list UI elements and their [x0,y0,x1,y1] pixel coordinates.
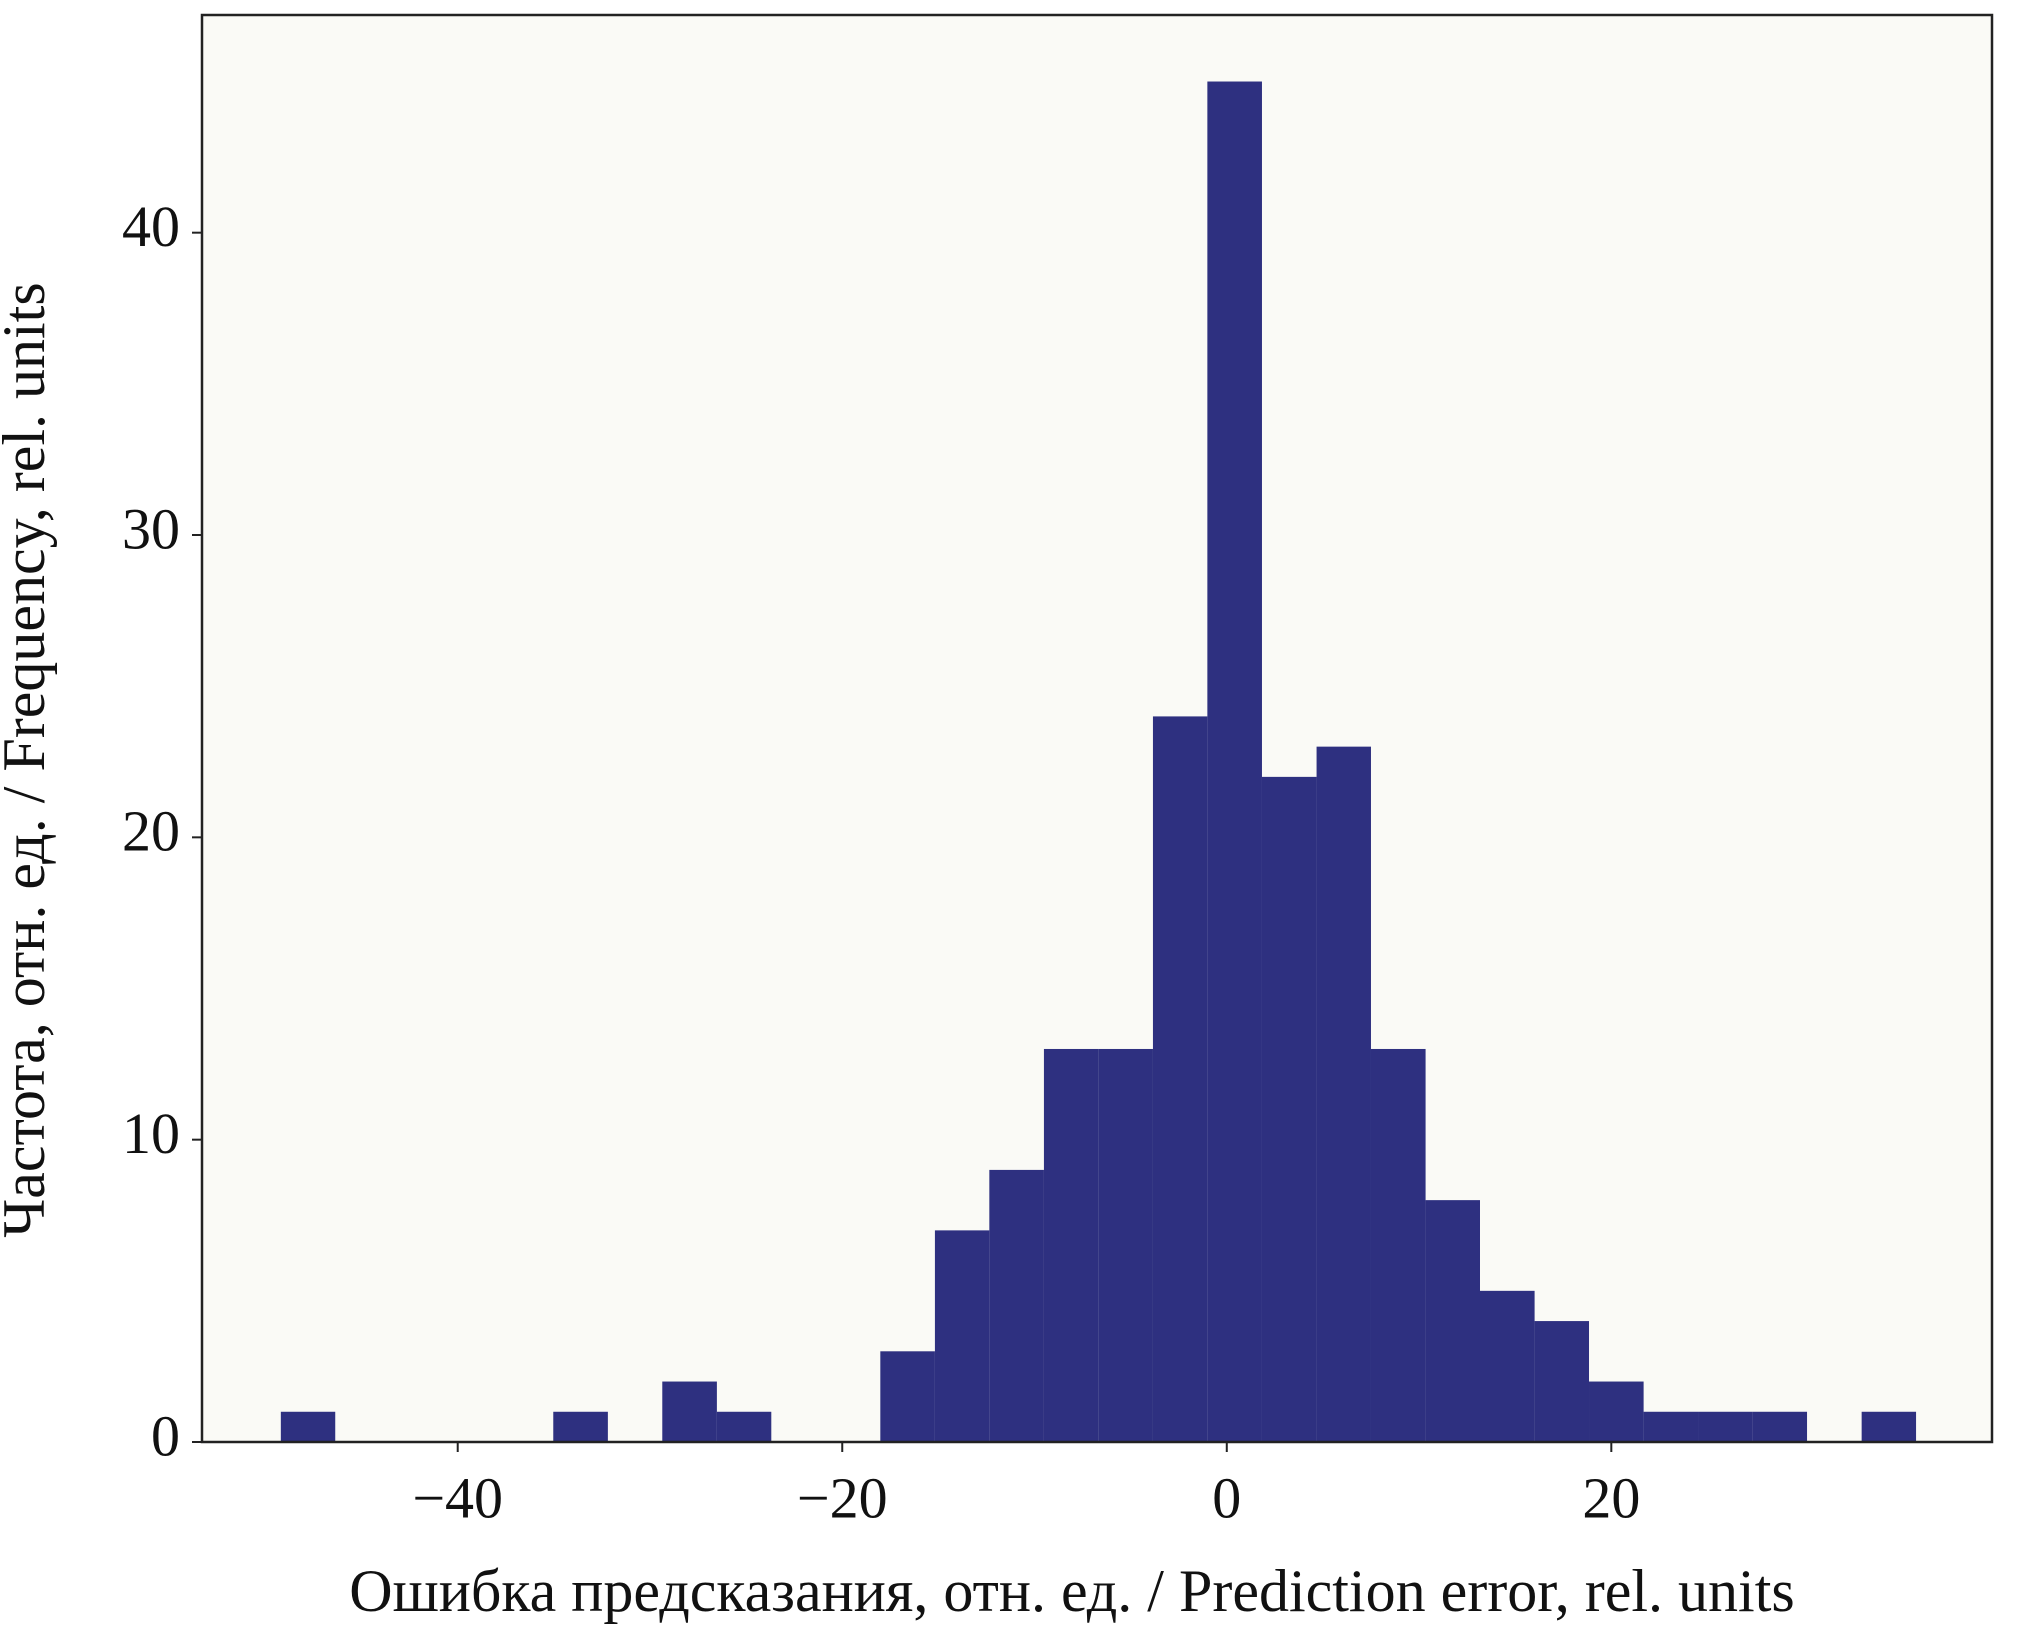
bar [934,1230,990,1442]
x-axis-label: Ошибка предсказания, отн. ед. / Predicti… [349,1558,1795,1624]
bar [1261,776,1317,1442]
bar [1861,1411,1917,1442]
x-tick-label: 20 [1582,1465,1640,1530]
y-tick-label: 20 [122,799,180,864]
y-tick-label: 40 [122,194,180,259]
bar [1152,716,1208,1442]
bar [716,1411,772,1442]
bar [280,1411,336,1442]
bar [1534,1321,1590,1442]
bar [1752,1411,1808,1442]
bar [1316,746,1371,1442]
bar [880,1351,935,1442]
y-tick-label: 30 [122,496,180,561]
bar [989,1169,1044,1442]
bar [1098,1048,1153,1442]
y-tick-label: 10 [122,1101,180,1166]
x-tick-label: 0 [1212,1465,1241,1530]
x-tick-label: −40 [412,1465,503,1530]
bar [1643,1411,1699,1442]
bar [1479,1290,1535,1442]
y-tick-label: 0 [151,1403,180,1468]
bar [1370,1048,1426,1442]
plot-frame [200,13,1994,1444]
bar [553,1411,608,1442]
x-tick-label: −20 [797,1465,888,1530]
bar [1698,1411,1753,1442]
y-axis-label: Частота, отн. ед. / Frequency, rel. unit… [0,282,57,1237]
bar [662,1381,717,1442]
bar [1425,1200,1480,1442]
bar [1207,81,1262,1443]
bar [1589,1381,1644,1442]
bar [1043,1048,1099,1442]
